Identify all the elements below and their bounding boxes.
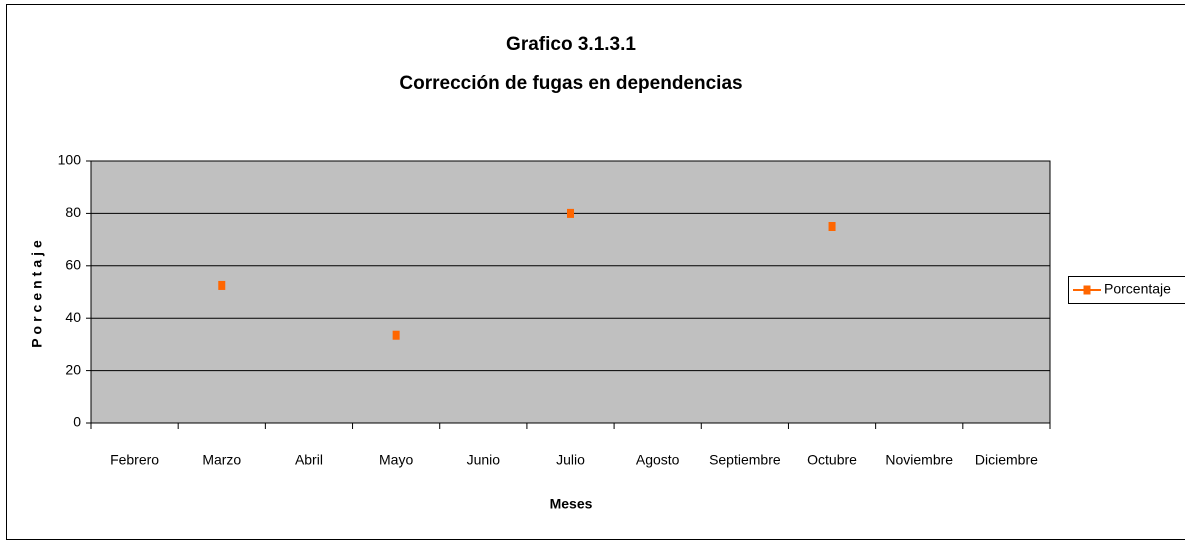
marker xyxy=(567,208,574,218)
x-axis-title: Meses xyxy=(550,496,593,512)
legend-label: Porcentaje xyxy=(1104,281,1171,297)
x-tick-label: Abril xyxy=(295,452,323,468)
x-tick-label: Agosto xyxy=(636,452,680,468)
legend-marker xyxy=(1083,285,1091,295)
x-tick-label: Diciembre xyxy=(975,452,1038,468)
x-tick-label: Mayo xyxy=(379,452,413,468)
y-axis-title: Porcentaje xyxy=(29,236,45,348)
y-tick-label: 80 xyxy=(65,204,81,220)
marker xyxy=(828,222,836,231)
chart-title: Grafico 3.1.3.1 xyxy=(506,34,636,55)
x-tick-label: Junio xyxy=(467,452,501,468)
marker xyxy=(218,280,226,290)
y-tick-label: 0 xyxy=(73,414,81,430)
x-tick-label: Julio xyxy=(556,452,585,468)
x-tick-label: Octubre xyxy=(807,452,857,468)
marker xyxy=(392,330,400,340)
plot-area xyxy=(90,160,1051,424)
y-tick-label: 100 xyxy=(58,152,82,168)
y-tick-label: 60 xyxy=(65,257,81,273)
x-tick-label: Marzo xyxy=(202,452,241,468)
y-tick-label: 40 xyxy=(65,309,81,325)
y-tick-label: 20 xyxy=(65,361,81,377)
x-tick-label: Febrero xyxy=(110,452,159,468)
x-tick-label: Septiembre xyxy=(709,452,781,468)
x-tick-label: Noviembre xyxy=(885,452,953,468)
chart-subtitle: Corrección de fugas en dependencias xyxy=(399,73,742,94)
